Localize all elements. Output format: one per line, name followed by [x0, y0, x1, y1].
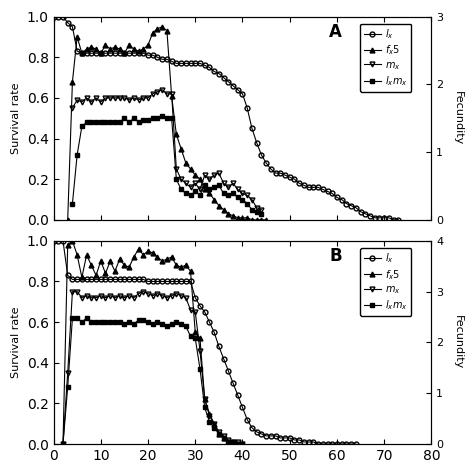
- Legend: $l_x$, $f_x5$, $m_x$, $l_xm_x$: $l_x$, $f_x5$, $m_x$, $l_xm_x$: [360, 24, 411, 92]
- Y-axis label: Fecundity: Fecundity: [453, 315, 463, 370]
- Text: B: B: [329, 247, 342, 265]
- Text: A: A: [329, 23, 342, 41]
- Y-axis label: Survival rate: Survival rate: [11, 82, 21, 154]
- Y-axis label: Survival rate: Survival rate: [11, 307, 21, 378]
- Y-axis label: Fecundity: Fecundity: [453, 91, 463, 146]
- Legend: $l_x$, $f_x5$, $m_x$, $l_xm_x$: $l_x$, $f_x5$, $m_x$, $l_xm_x$: [360, 248, 411, 316]
